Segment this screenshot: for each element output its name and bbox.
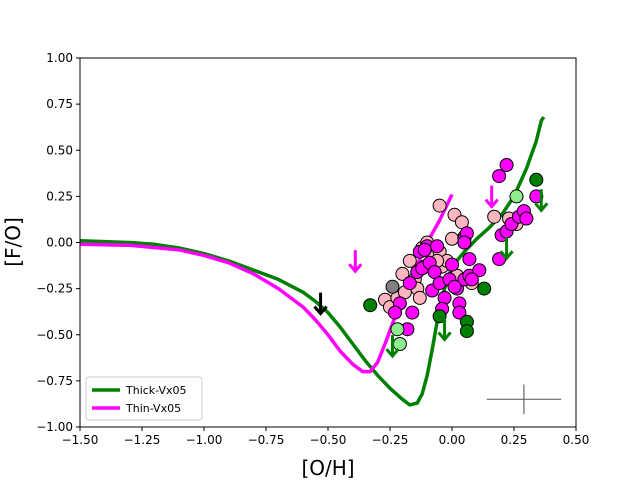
point-magenta-40 [464,272,479,287]
legend-label-1: Thin-Vx05 [125,402,181,415]
point-magenta-24 [462,252,477,267]
point-pink-17 [432,198,447,213]
y-tick-label: 0.00 [46,236,73,250]
upper-limit-arrow-0 [313,292,328,316]
x-tick-label: −0.25 [372,433,409,447]
legend-label-0: Thick-Vx05 [125,384,187,397]
error-bar [486,384,562,415]
point-magenta-39 [457,235,472,250]
upper-limit-arrow-3 [437,318,452,342]
plot-area [80,58,576,427]
x-tick-label: 0.50 [563,433,590,447]
upper-limit-arrow-5 [534,189,549,213]
point-pink-14 [445,231,459,246]
x-tick-label: −0.75 [248,433,285,447]
x-tick-label: −1.25 [124,433,161,447]
y-tick-label: 0.75 [46,97,73,111]
x-axis-label: [O/H] [301,456,354,480]
x-tick-label: −1.00 [186,433,223,447]
upper-limit-arrow-2 [385,335,400,359]
point-lightgreen-0 [390,322,405,337]
legend: Thick-Vx05 Thin-Vx05 [85,376,203,421]
point-magenta-28 [492,169,507,184]
point-green-3 [459,324,474,339]
y-tick-label: −0.75 [36,374,73,388]
point-pink-21 [487,209,502,224]
point-magenta-4 [402,276,417,291]
point-pink-24 [412,290,427,305]
point-magenta-3 [388,305,402,320]
point-magenta-11 [430,239,445,254]
point-green-5 [529,172,544,187]
y-axis-label: [F/O] [1,217,25,267]
y-tick-label: 0.25 [46,189,73,203]
y-tick-label: −0.50 [36,328,73,342]
upper-limit-arrow-6 [484,185,499,209]
y-tick-label: 1.00 [46,51,73,65]
point-green-4 [477,281,492,296]
x-tick-label: −1.50 [62,433,99,447]
x-axis-ticks: −1.50 −1.25 −1.00 −0.75 −0.50 −0.25 0.00 0.25 0.… [62,427,590,447]
point-pink-5 [402,253,417,268]
point-magenta-29 [499,158,514,172]
y-tick-label: 0.50 [46,143,73,157]
point-lightgreen-1 [392,337,407,351]
point-magenta-35 [519,211,534,226]
point-green-0 [363,298,378,313]
point-magenta-20 [452,305,467,320]
x-tick-label: −0.50 [310,433,347,447]
point-lightgreen-2 [509,189,524,204]
point-magenta-38 [447,279,462,294]
y-tick-label: −1.00 [36,420,73,434]
point-magenta-37 [417,242,432,257]
y-tick-label: −0.25 [36,282,73,296]
point-magenta-26 [472,263,487,278]
x-tick-label: 0.25 [501,433,528,447]
point-magenta-17 [445,257,459,272]
point-pink-4 [395,266,410,281]
upper-limit-arrow-4 [499,237,514,261]
data-points [363,158,544,351]
upper-limit-arrow-1 [348,250,363,274]
point-green-1 [432,309,447,324]
point-magenta-1 [405,305,420,320]
point-gray-0 [385,279,400,294]
y-axis-ticks: −1.00 −0.75 −0.50 −0.25 0.00 0.25 0.50 0.75 1.00 [36,51,80,434]
x-tick-label: 0.00 [439,433,466,447]
upper-limit-arrows [313,185,549,359]
